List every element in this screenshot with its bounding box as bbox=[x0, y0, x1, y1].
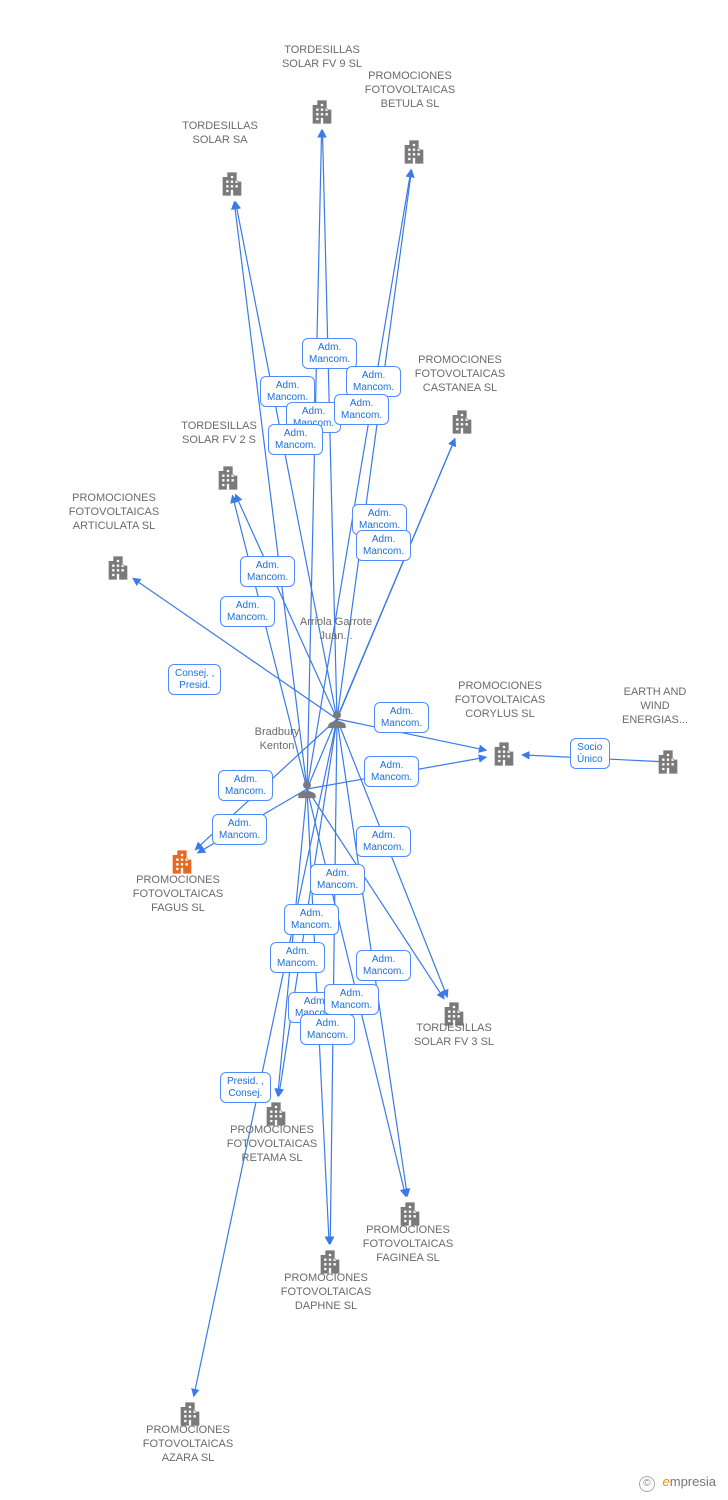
edge bbox=[307, 439, 455, 789]
edge-label: Adm. Mancom. bbox=[270, 942, 325, 973]
edge-label: Adm. Mancom. bbox=[364, 756, 419, 787]
edge-label: Adm. Mancom. bbox=[220, 596, 275, 627]
company-icon[interactable] bbox=[490, 740, 518, 768]
company-icon[interactable] bbox=[316, 1248, 344, 1276]
watermark: © empresia bbox=[639, 1474, 716, 1492]
edge-label: Adm. Mancom. bbox=[240, 556, 295, 587]
edge-label: Adm. Mancom. bbox=[300, 1014, 355, 1045]
edge-label: Adm. Mancom. bbox=[212, 814, 267, 845]
edge-label: Adm. Mancom. bbox=[310, 864, 365, 895]
edge-label: Adm. Mancom. bbox=[356, 530, 411, 561]
brand-rest: mpresia bbox=[670, 1474, 716, 1489]
edge-label: Adm. Mancom. bbox=[218, 770, 273, 801]
edge-label: Adm. Mancom. bbox=[284, 904, 339, 935]
company-icon[interactable] bbox=[654, 748, 682, 776]
edge-label: Adm. Mancom. bbox=[334, 394, 389, 425]
person-icon[interactable] bbox=[326, 706, 348, 732]
graph-canvas bbox=[0, 0, 728, 1500]
company-icon[interactable] bbox=[440, 1000, 468, 1028]
brand-e: e bbox=[663, 1474, 670, 1489]
edge-label: Adm. Mancom. bbox=[356, 950, 411, 981]
company-icon[interactable] bbox=[396, 1200, 424, 1228]
copyright-icon: © bbox=[639, 1476, 655, 1492]
company-icon[interactable] bbox=[218, 170, 246, 198]
edge-label: Adm. Mancom. bbox=[374, 702, 429, 733]
company-icon[interactable] bbox=[176, 1400, 204, 1428]
person-icon[interactable] bbox=[296, 776, 318, 802]
company-icon[interactable] bbox=[104, 554, 132, 582]
company-icon[interactable] bbox=[168, 848, 196, 876]
edge bbox=[234, 202, 307, 789]
company-icon[interactable] bbox=[262, 1100, 290, 1128]
edge-label: Consej. , Presid. bbox=[168, 664, 221, 695]
edge-label: Adm. Mancom. bbox=[356, 826, 411, 857]
edge bbox=[307, 130, 322, 789]
edge-label: Adm. Mancom. bbox=[302, 338, 357, 369]
edge-label: Adm. Mancom. bbox=[324, 984, 379, 1015]
company-icon[interactable] bbox=[214, 464, 242, 492]
edge bbox=[307, 170, 411, 789]
edge-label: Adm. Mancom. bbox=[346, 366, 401, 397]
company-icon[interactable] bbox=[448, 408, 476, 436]
edge-label: Presid. , Consej. bbox=[220, 1072, 271, 1103]
person-label: Arriola Garrote Juan... bbox=[296, 616, 376, 644]
edge bbox=[330, 719, 337, 1244]
edge-label: Adm. Mancom. bbox=[268, 424, 323, 455]
person-label: Bradbury Kenton bbox=[242, 726, 312, 754]
company-icon[interactable] bbox=[400, 138, 428, 166]
company-icon[interactable] bbox=[308, 98, 336, 126]
edge-label: Socio Único bbox=[570, 738, 610, 769]
